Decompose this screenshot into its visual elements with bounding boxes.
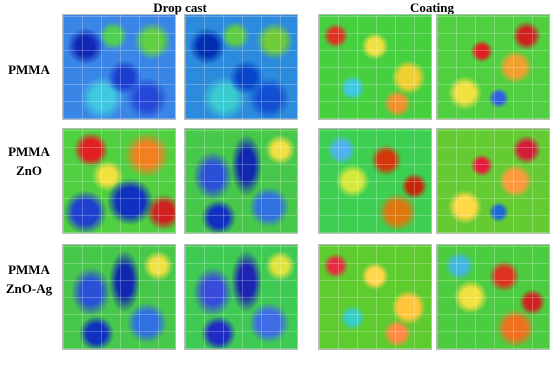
row-label-line: PMMA (8, 262, 50, 277)
row-label: PMMA ZnO (0, 142, 58, 180)
heatmap (62, 128, 176, 234)
heatmap (318, 128, 432, 234)
heatmap (436, 14, 550, 120)
heatmap (318, 244, 432, 350)
row-label-line: PMMA (8, 144, 50, 159)
heatmap (62, 14, 176, 120)
column-header: Drop cast (153, 0, 207, 15)
row-label: PMMA (0, 60, 58, 79)
heatmap (184, 128, 298, 234)
row-label-line: ZnO (15, 163, 42, 178)
heatmap (436, 128, 550, 234)
row-label: PMMA ZnO-Ag (0, 260, 58, 298)
row-label-line: PMMA (8, 62, 50, 77)
heatmap (62, 244, 176, 350)
row-label-line: ZnO-Ag (5, 281, 53, 296)
heatmap (184, 14, 298, 120)
heatmap (436, 244, 550, 350)
column-header: Coating (409, 0, 455, 15)
heatmap (318, 14, 432, 120)
heatmap (184, 244, 298, 350)
